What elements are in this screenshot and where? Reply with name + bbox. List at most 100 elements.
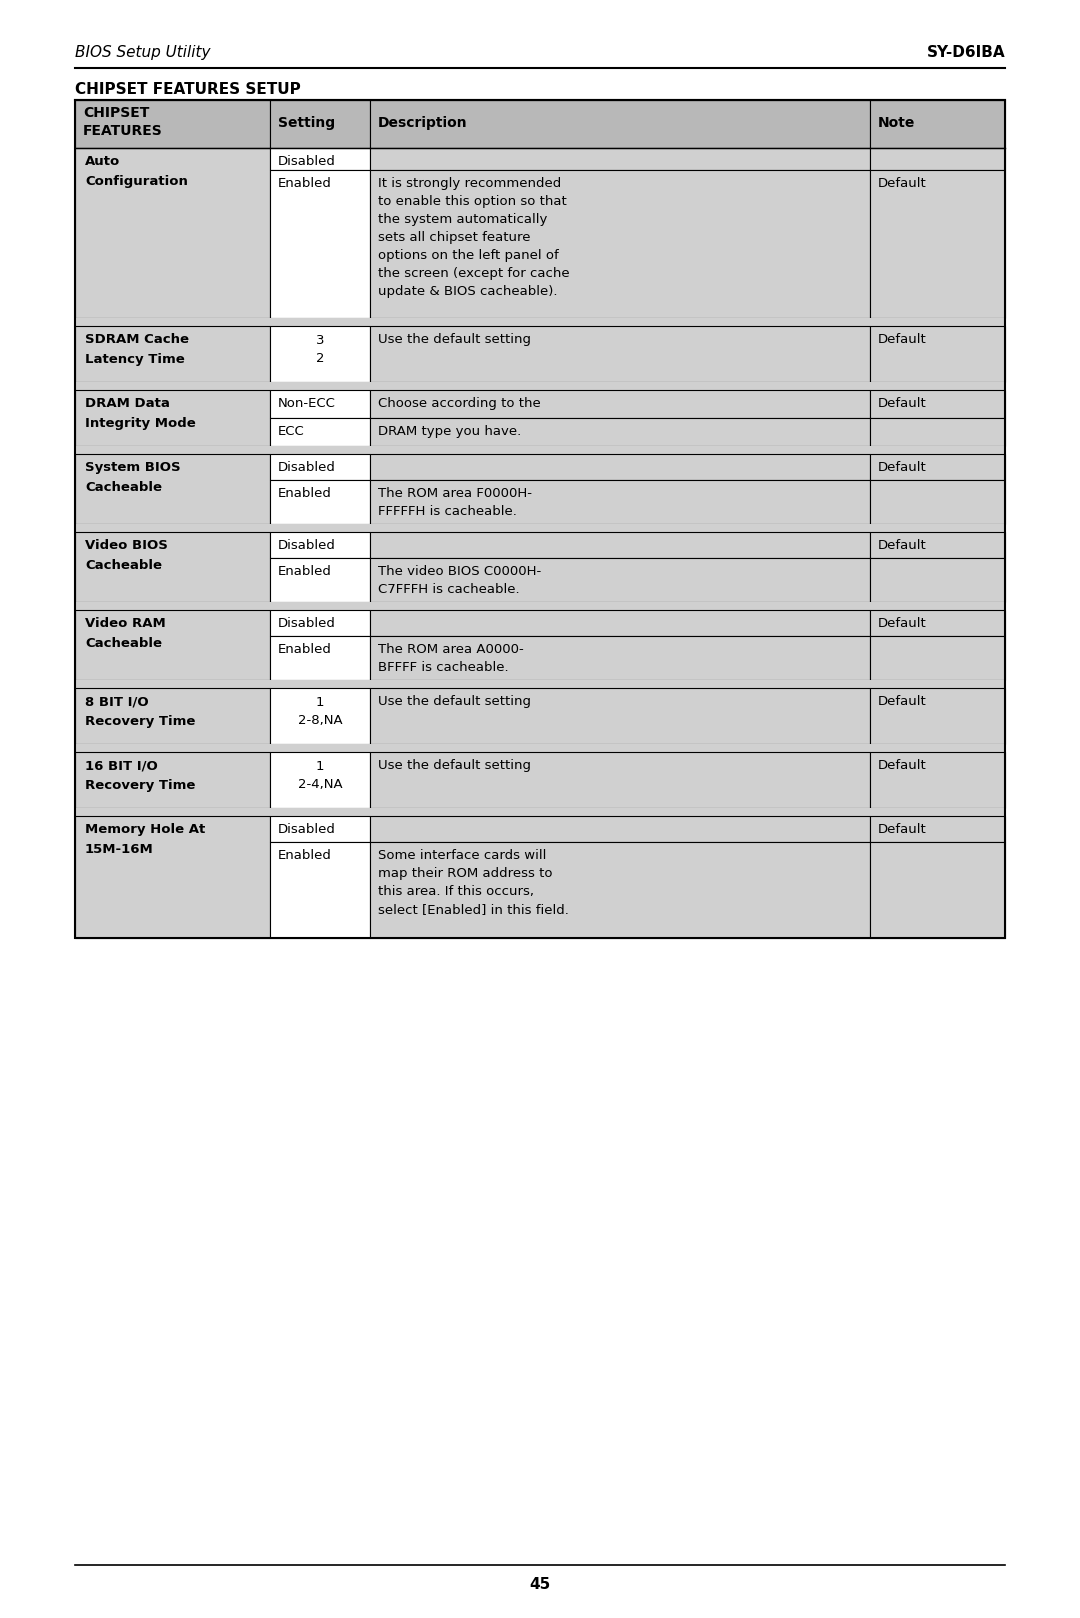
Bar [75, 807, 270, 815]
Text: Integrity Mode: Integrity Mode [85, 417, 195, 430]
Bar [870, 744, 1005, 752]
Bar [75, 455, 270, 524]
Bar [270, 680, 370, 688]
Bar [75, 325, 270, 382]
Text: Enabled: Enabled [278, 176, 332, 189]
Bar [370, 610, 870, 636]
Bar [370, 100, 870, 147]
Bar [75, 688, 270, 744]
Text: this area. If this occurs,: this area. If this occurs, [378, 885, 534, 898]
Text: the system automatically: the system automatically [378, 214, 548, 227]
Bar [870, 636, 1005, 680]
Bar [270, 481, 370, 524]
Text: 2: 2 [315, 353, 324, 366]
Bar [75, 680, 270, 688]
Text: Video RAM: Video RAM [85, 616, 165, 629]
Bar [870, 807, 1005, 815]
Text: Recovery Time: Recovery Time [85, 778, 195, 791]
Bar [870, 455, 1005, 481]
Bar [870, 524, 1005, 532]
Bar [75, 815, 270, 938]
Bar [870, 481, 1005, 524]
Text: The ROM area A0000-: The ROM area A0000- [378, 642, 524, 655]
Bar [370, 602, 870, 610]
Bar [270, 841, 370, 938]
Bar [270, 100, 370, 147]
Text: Default: Default [878, 461, 927, 474]
Bar [270, 602, 370, 610]
Bar [870, 752, 1005, 807]
Text: DRAM type you have.: DRAM type you have. [378, 426, 522, 438]
Text: Auto: Auto [85, 155, 120, 168]
Text: 16 BIT I/O: 16 BIT I/O [85, 759, 158, 772]
Bar [370, 688, 870, 744]
Text: CHIPSET FEATURES SETUP: CHIPSET FEATURES SETUP [75, 83, 300, 97]
Bar [75, 447, 270, 455]
Text: Default: Default [878, 696, 927, 709]
Text: Default: Default [878, 824, 927, 837]
Text: Enabled: Enabled [278, 849, 332, 862]
Bar [370, 390, 870, 417]
Bar [370, 455, 870, 481]
Text: Default: Default [878, 333, 927, 346]
Text: Latency Time: Latency Time [85, 353, 185, 366]
Bar [75, 382, 270, 390]
Bar [370, 481, 870, 524]
Text: the screen (except for cache: the screen (except for cache [378, 267, 569, 280]
Bar [870, 390, 1005, 417]
Bar [75, 524, 270, 532]
Bar [270, 532, 370, 558]
Text: SY-D6IBA: SY-D6IBA [927, 45, 1005, 60]
Text: ECC: ECC [278, 426, 305, 438]
Text: Configuration: Configuration [85, 175, 188, 188]
Text: Default: Default [878, 396, 927, 409]
Bar [870, 602, 1005, 610]
Text: Setting: Setting [278, 116, 335, 129]
Bar [870, 319, 1005, 325]
Bar [870, 417, 1005, 447]
Bar [270, 558, 370, 602]
Bar [75, 744, 270, 752]
Text: It is strongly recommended: It is strongly recommended [378, 176, 562, 189]
Bar [370, 417, 870, 447]
Text: Enabled: Enabled [278, 642, 332, 655]
Bar [870, 558, 1005, 602]
Bar [75, 752, 270, 807]
Text: Default: Default [878, 176, 927, 189]
Text: CHIPSET: CHIPSET [83, 107, 149, 120]
Bar [270, 170, 370, 319]
Bar [370, 744, 870, 752]
Text: 15M-16M: 15M-16M [85, 843, 153, 856]
Text: SDRAM Cache: SDRAM Cache [85, 333, 189, 346]
Text: Disabled: Disabled [278, 824, 336, 837]
Bar [75, 147, 270, 319]
Bar [270, 382, 370, 390]
Bar [270, 636, 370, 680]
Text: select [Enabled] in this field.: select [Enabled] in this field. [378, 903, 569, 916]
Bar [370, 558, 870, 602]
Bar [270, 688, 370, 744]
Bar [370, 815, 870, 841]
Bar [75, 100, 270, 147]
Bar [270, 610, 370, 636]
Text: Use the default setting: Use the default setting [378, 333, 531, 346]
Bar [870, 147, 1005, 170]
Bar [270, 147, 370, 170]
Bar [370, 532, 870, 558]
Text: Description: Description [378, 116, 468, 129]
Text: BFFFF is cacheable.: BFFFF is cacheable. [378, 662, 509, 675]
Text: Default: Default [878, 539, 927, 552]
Bar [370, 325, 870, 382]
Bar [270, 390, 370, 417]
Bar [270, 744, 370, 752]
Text: Enabled: Enabled [278, 487, 332, 500]
Bar [370, 807, 870, 815]
Text: 1: 1 [315, 760, 324, 773]
Bar [270, 325, 370, 382]
Text: Video BIOS: Video BIOS [85, 539, 167, 552]
Text: FEATURES: FEATURES [83, 125, 163, 138]
Bar [370, 752, 870, 807]
Text: Cacheable: Cacheable [85, 637, 162, 650]
Bar [370, 524, 870, 532]
Bar [270, 752, 370, 807]
